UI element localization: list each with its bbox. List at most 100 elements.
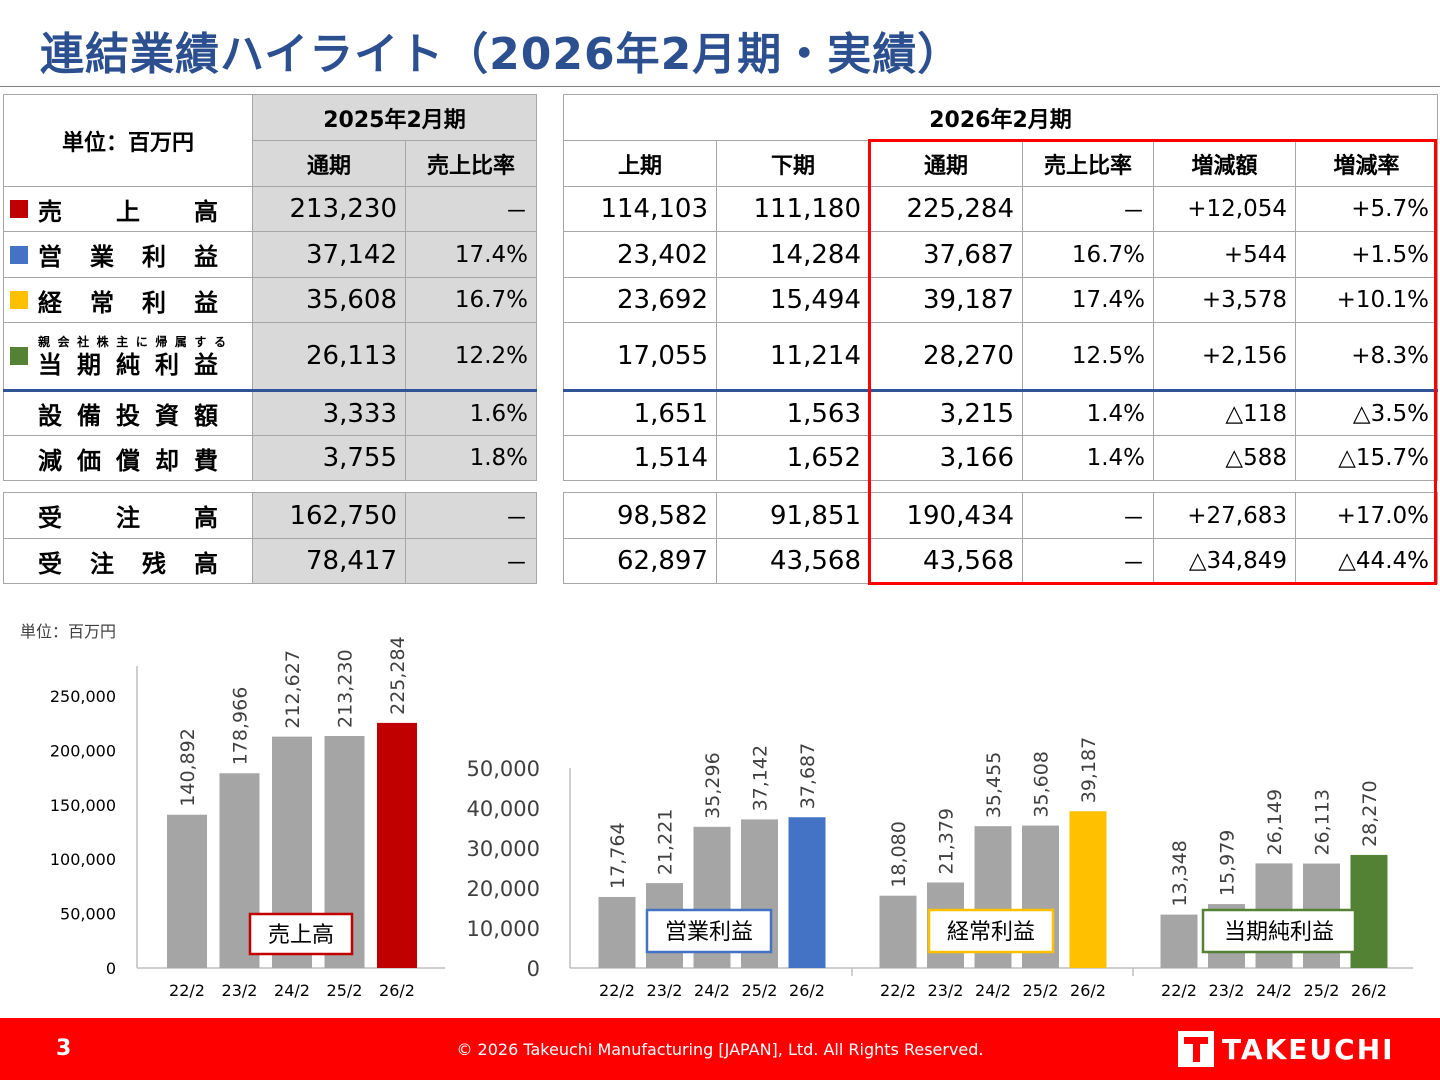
rate-sales: +5.7% <box>1295 186 1438 232</box>
fy25-net-income-ratio: 12.2% <box>405 322 537 392</box>
copyright-text: © 2026 Takeuchi Manufacturing [JAPAN], L… <box>456 1040 984 1059</box>
x-tick-label: 22/2 <box>880 981 916 1000</box>
title-divider <box>0 86 1440 87</box>
row-label-operating-income: 営業利益 <box>3 231 253 278</box>
fy26-order-backlog: 43,568 <box>869 538 1023 584</box>
fy26-net-income-ratio: 12.5% <box>1022 322 1154 392</box>
logo-text: TAKEUCHI <box>1222 1032 1395 1066</box>
x-tick-label: 24/2 <box>975 981 1011 1000</box>
y-tick-label: 40,000 <box>467 797 540 821</box>
value-label: 21,221 <box>655 809 677 875</box>
value-label: 178,966 <box>230 687 252 766</box>
value-label: 17,764 <box>607 822 629 888</box>
change-sales: +12,054 <box>1153 186 1296 232</box>
profit-charts: 0 10,000 20,000 30,000 40,000 50,000 17,764 22/… <box>467 737 1413 1000</box>
col-change-amount: 増減額 <box>1153 140 1296 187</box>
fy25-depreciation-ratio: 1.8% <box>405 435 537 481</box>
fy25-order-backlog: 78,417 <box>252 538 406 584</box>
chart-title: 売上高 <box>268 923 334 948</box>
footer: 3 © 2026 Takeuchi Manufacturing [JAPAN],… <box>0 1018 1440 1080</box>
value-label: 35,455 <box>983 752 1005 818</box>
x-tick-label: 23/2 <box>1209 981 1245 1000</box>
rate-net-income: +8.3% <box>1295 322 1438 392</box>
h2-ordinary-income: 15,494 <box>716 277 870 323</box>
fy26-sales: 225,284 <box>869 186 1023 232</box>
fy26-capex: 3,215 <box>869 390 1023 436</box>
value-label: 35,296 <box>702 752 724 818</box>
change-operating-income: +544 <box>1153 231 1296 278</box>
x-tick-label: 22/2 <box>169 981 205 1000</box>
y-tick-label: 250,000 <box>50 687 116 706</box>
x-tick-label: 26/2 <box>1351 981 1387 1000</box>
rate-ordinary-income: +10.1% <box>1295 277 1438 323</box>
value-label: 212,627 <box>282 650 304 729</box>
row-label-ordinary-income: 経常利益 <box>3 277 253 323</box>
chart-title-box <box>248 912 354 956</box>
fy2025-header: 2025年2月期 <box>252 94 537 141</box>
rate-order-backlog: △44.4% <box>1295 538 1438 584</box>
chart-title: 営業利益 <box>665 920 753 945</box>
h2-operating-income: 14,284 <box>716 231 870 278</box>
rate-capex: △3.5% <box>1295 390 1438 436</box>
value-label: 39,187 <box>1078 737 1100 803</box>
bar-1-26/2 <box>788 817 826 968</box>
unit-label: 単位：百万円 <box>3 94 253 187</box>
y-tick-label: 50,000 <box>60 905 116 924</box>
col-h1: 上期 <box>563 140 717 187</box>
value-label: 21,379 <box>936 808 958 874</box>
x-tick-label: 25/2 <box>1304 981 1340 1000</box>
chart-title-box <box>927 908 1055 954</box>
fy26-depreciation-ratio: 1.4% <box>1022 435 1154 481</box>
value-label: 13,348 <box>1169 840 1191 906</box>
x-tick-label: 24/2 <box>1256 981 1292 1000</box>
fy26-ordinary-income: 39,187 <box>869 277 1023 323</box>
fy25-sales-ratio: － <box>405 186 537 232</box>
y-tick-label: 200,000 <box>50 741 116 760</box>
x-tick-label: 25/2 <box>327 981 363 1000</box>
fy26-capex-ratio: 1.4% <box>1022 390 1154 436</box>
fy26-orders-ratio: － <box>1022 492 1154 539</box>
row-label-orders: 受注高 <box>3 492 253 539</box>
h1-orders: 98,582 <box>563 492 717 539</box>
col-full-year: 通期 <box>252 140 406 187</box>
value-label: 15,979 <box>1217 830 1239 896</box>
h2-depreciation: 1,652 <box>716 435 870 481</box>
value-label: 18,080 <box>888 821 910 887</box>
row-label-order-backlog: 受注残高 <box>3 538 253 584</box>
value-label: 213,230 <box>335 649 357 728</box>
y-tick-label: 0 <box>527 957 540 981</box>
fy25-operating-income: 37,142 <box>252 231 406 278</box>
x-tick-label: 25/2 <box>742 981 778 1000</box>
value-label: 140,892 <box>177 728 199 807</box>
row-label-depreciation: 減価償却費 <box>3 435 253 481</box>
value-label: 37,687 <box>797 743 819 809</box>
h2-capex: 1,563 <box>716 390 870 436</box>
h2-orders: 91,851 <box>716 492 870 539</box>
chart-title: 経常利益 <box>947 920 1035 945</box>
fy26-sales-ratio: － <box>1022 186 1154 232</box>
x-tick-label: 22/2 <box>599 981 635 1000</box>
chart-title: 当期純利益 <box>1224 920 1334 945</box>
h1-sales: 114,103 <box>563 186 717 232</box>
col-sales-ratio-26: 売上比率 <box>1022 140 1154 187</box>
bar-1-22/2 <box>598 896 636 968</box>
fy25-orders: 162,750 <box>252 492 406 539</box>
x-tick-label: 24/2 <box>694 981 730 1000</box>
fy25-order-backlog-ratio: － <box>405 538 537 584</box>
change-capex: △118 <box>1153 390 1296 436</box>
fy25-sales: 213,230 <box>252 186 406 232</box>
h1-depreciation: 1,514 <box>563 435 717 481</box>
fy26-net-income: 28,270 <box>869 322 1023 392</box>
fy25-ordinary-income-ratio: 16.7% <box>405 277 537 323</box>
fy26-operating-income: 37,687 <box>869 231 1023 278</box>
fy25-ordinary-income: 35,608 <box>252 277 406 323</box>
fy25-capex: 3,333 <box>252 390 406 436</box>
rate-operating-income: +1.5% <box>1295 231 1438 278</box>
row-label-sales: 売上高 <box>3 186 253 232</box>
y-tick-label: 150,000 <box>50 796 116 815</box>
rate-depreciation: △15.7% <box>1295 435 1438 481</box>
page-title: 連結業績ハイライト（2026年2月期・実績） <box>40 29 963 80</box>
sales-chart: 0 50,000 100,000 150,000 200,000 250,000 140,8… <box>50 636 445 1000</box>
bar-3-26/2 <box>1350 854 1388 968</box>
value-label: 225,284 <box>387 636 409 715</box>
